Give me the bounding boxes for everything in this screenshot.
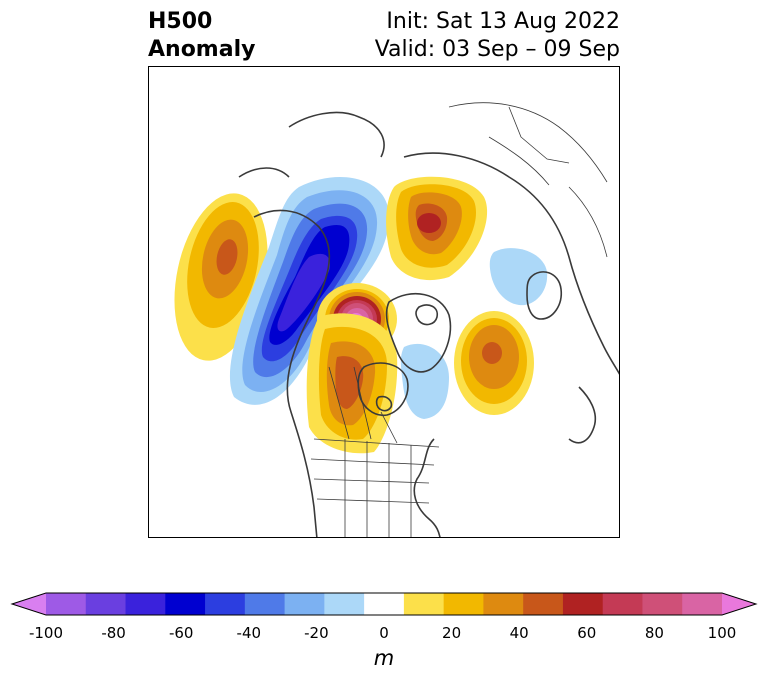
colorbar-tick-label: -80 [101, 624, 126, 642]
colorbar-tick-label: -20 [304, 624, 329, 642]
field-label: Anomaly [148, 37, 256, 62]
map-panel [148, 66, 620, 538]
colorbar-swatch [205, 593, 246, 615]
colorbar-tick-label: -100 [28, 624, 64, 642]
anomaly-siberia-ridge [386, 176, 488, 281]
colorbar-swatch [165, 593, 206, 615]
colorbar-swatch [324, 593, 365, 615]
colorbar-tick-label: 60 [577, 624, 597, 642]
colorbar-swatch [403, 593, 445, 615]
variable-label: H500 [148, 9, 213, 34]
colorbar-swatch [85, 593, 127, 615]
colorbar-swatch [244, 593, 286, 615]
colorbar-swatch [284, 593, 325, 615]
colorbar-swatch [364, 593, 405, 615]
coastlines [238, 102, 619, 537]
anomaly-pacific-ridge [174, 193, 268, 361]
colorbar-tick-label: -40 [236, 624, 262, 642]
colorbar-tick-label: 40 [509, 624, 529, 642]
colorbar-swatch [125, 593, 166, 615]
colorbar-tick-label: -60 [168, 624, 194, 642]
colorbar-swatch [562, 593, 604, 615]
colorbar-unit-label: m [373, 646, 395, 670]
colorbar-tick-label: 100 [707, 624, 737, 642]
colorbar-swatch [523, 593, 564, 615]
colorbar-tick-label: 0 [379, 624, 389, 642]
anomaly-barents-trough [489, 248, 548, 306]
colorbar-swatches [12, 593, 756, 615]
colorbar-swatch [642, 593, 683, 615]
map-title-right: Init: Sat 13 Aug 2022 Valid: 03 Sep – 09… [375, 8, 620, 64]
colorbar-swatch [682, 593, 723, 615]
colorbar-swatch [46, 593, 87, 615]
init-label: Init: Sat 13 Aug 2022 [386, 9, 620, 34]
anomaly-atlantic-ridge [454, 311, 534, 415]
map-title-left: H500 Anomaly [148, 8, 255, 64]
colorbar-tick-label: 20 [442, 624, 462, 642]
valid-label: Valid: 03 Sep – 09 Sep [374, 37, 620, 62]
colorbar-outline [10, 592, 758, 616]
colorbar-tick-label: 80 [644, 624, 664, 642]
colorbar-extend-min [12, 593, 46, 615]
colorbar-extend-max [722, 593, 756, 615]
colorbar-swatch [443, 593, 484, 615]
anomaly-map [174, 102, 619, 537]
anomaly-canada-ridge [306, 313, 398, 454]
colorbar-swatch [602, 593, 643, 615]
colorbar-swatch [483, 593, 524, 615]
admin-borders [310, 366, 440, 537]
colorbar [10, 592, 758, 616]
